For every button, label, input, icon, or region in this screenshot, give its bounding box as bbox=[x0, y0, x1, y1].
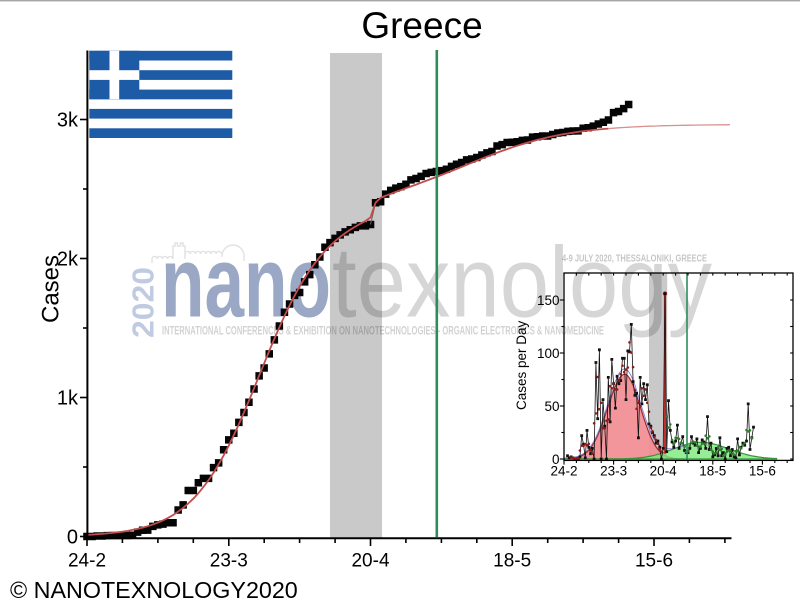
svg-text:150: 150 bbox=[537, 293, 560, 308]
svg-text:2020: 2020 bbox=[126, 267, 161, 338]
svg-text:100: 100 bbox=[537, 346, 560, 361]
svg-text:Greece: Greece bbox=[361, 5, 482, 46]
svg-text:Cases per Day: Cases per Day bbox=[514, 320, 529, 410]
svg-text:20-4: 20-4 bbox=[351, 551, 389, 572]
svg-text:3k: 3k bbox=[57, 110, 79, 132]
svg-text:0: 0 bbox=[552, 452, 560, 467]
svg-text:© NANOTEXNOLOGY2020: © NANOTEXNOLOGY2020 bbox=[10, 577, 298, 603]
svg-text:20-4: 20-4 bbox=[650, 464, 678, 479]
svg-text:23-3: 23-3 bbox=[600, 464, 627, 479]
svg-text:15-6: 15-6 bbox=[635, 551, 673, 572]
svg-text:4-9 JULY 2020, THESSALONIKI, G: 4-9 JULY 2020, THESSALONIKI, GREECE bbox=[562, 254, 707, 265]
svg-text:24-2: 24-2 bbox=[550, 464, 577, 479]
svg-text:15-6: 15-6 bbox=[749, 464, 776, 479]
svg-text:23-3: 23-3 bbox=[210, 551, 248, 572]
svg-text:2k: 2k bbox=[57, 249, 79, 271]
svg-text:INTERNATIONAL CONFERENCES & EX: INTERNATIONAL CONFERENCES & EXHIBITION O… bbox=[162, 324, 604, 338]
svg-text:0: 0 bbox=[67, 527, 78, 549]
svg-text:18-5: 18-5 bbox=[699, 464, 726, 479]
svg-text:Cases: Cases bbox=[38, 255, 65, 323]
svg-text:1k: 1k bbox=[57, 388, 79, 410]
svg-text:18-5: 18-5 bbox=[493, 551, 531, 572]
svg-text:24-2: 24-2 bbox=[68, 551, 106, 572]
svg-text:50: 50 bbox=[544, 399, 559, 414]
svg-text:texnology: texnology bbox=[332, 227, 712, 339]
